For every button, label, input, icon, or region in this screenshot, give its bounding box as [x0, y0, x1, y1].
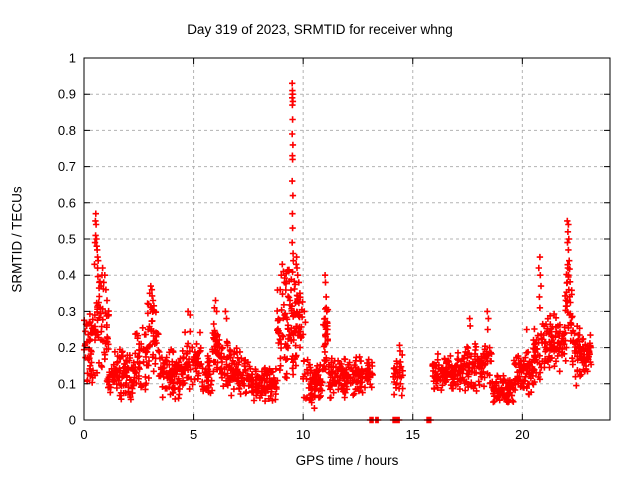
x-axis-label: GPS time / hours: [295, 453, 399, 468]
y-tick-label: 0.2: [58, 340, 76, 355]
y-tick-label: 0.3: [58, 304, 76, 319]
chart-title: Day 319 of 2023, SRMTID for receiver whn…: [187, 22, 453, 37]
y-tick-label: 0.1: [58, 376, 76, 391]
plot-border: [83, 57, 611, 421]
y-tick-label: 0.7: [58, 159, 76, 174]
y-tick-label: 0.5: [58, 232, 76, 247]
y-tick-label: 0.4: [58, 268, 76, 283]
x-tick-label: 5: [190, 427, 197, 442]
y-tick-label: 1: [69, 51, 76, 66]
x-tick-label: 20: [515, 427, 529, 442]
x-tick-label: 0: [80, 427, 87, 442]
gridlines: [84, 58, 610, 420]
y-tick-label: 0.8: [58, 123, 76, 138]
x-tick-label: 15: [406, 427, 420, 442]
y-tick-label: 0.9: [58, 87, 76, 102]
y-tick-label: 0: [69, 413, 76, 428]
x-tick-label: 10: [296, 427, 310, 442]
y-tick-label: 0.6: [58, 195, 76, 210]
data-points: [80, 80, 595, 424]
